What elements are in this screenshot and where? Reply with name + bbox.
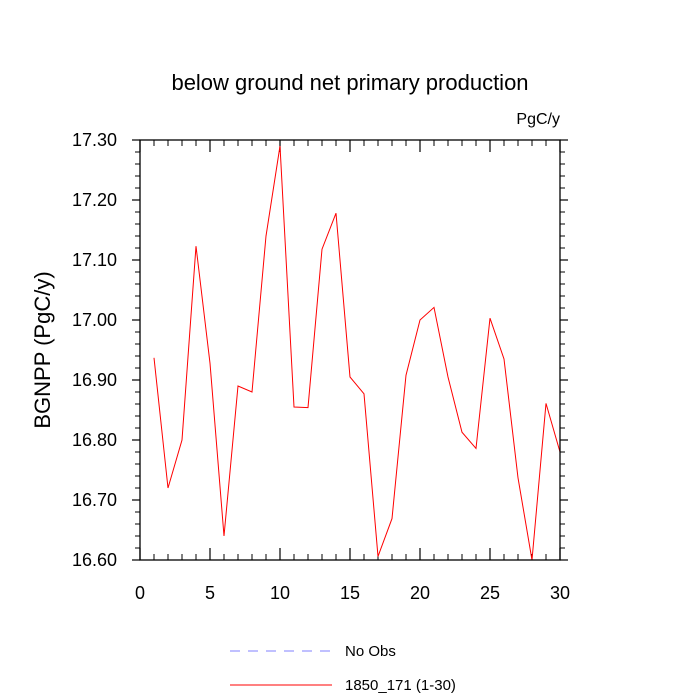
y-tick-label: 17.20	[72, 190, 117, 210]
series-line	[153, 145, 561, 561]
y-tick-label: 16.90	[72, 370, 117, 390]
plot-frame	[139, 139, 561, 561]
data-point	[363, 393, 364, 394]
plot-series	[153, 145, 561, 561]
data-point	[153, 357, 154, 358]
data-point	[391, 518, 392, 519]
axis-ticks	[132, 139, 568, 561]
data-point	[433, 307, 434, 308]
data-point	[447, 376, 448, 377]
x-tick-label: 30	[550, 583, 570, 603]
x-tick-label: 0	[135, 583, 145, 603]
data-point	[489, 318, 490, 319]
data-point	[419, 319, 420, 320]
data-point	[307, 407, 308, 408]
data-point	[265, 235, 266, 236]
data-point	[279, 145, 280, 146]
data-point	[349, 376, 350, 377]
legend-label: No Obs	[345, 643, 396, 660]
data-point	[167, 487, 168, 488]
data-point	[377, 556, 378, 557]
y-tick-label: 16.70	[72, 490, 117, 510]
x-tick-label: 10	[270, 583, 290, 603]
y-tick-label: 16.80	[72, 430, 117, 450]
data-point	[237, 385, 238, 386]
y-tick-label: 16.60	[72, 550, 117, 570]
x-tick-label: 20	[410, 583, 430, 603]
data-point	[503, 358, 504, 359]
x-tick-label: 25	[480, 583, 500, 603]
data-point	[251, 391, 252, 392]
data-point	[223, 535, 224, 536]
data-point	[545, 403, 546, 404]
x-tick-label: 5	[205, 583, 215, 603]
axis-tick-labels: 0 5 10 15 20 25 30 16.60 16.70 16.80 16.90 17.00 17.…	[72, 130, 570, 603]
chart-title: below ground net primary production	[171, 70, 528, 95]
data-point	[335, 213, 336, 214]
units-label: PgC/y	[516, 111, 560, 128]
legend: No Obs 1850_171 (1-30)	[230, 643, 456, 694]
data-point	[293, 406, 294, 407]
x-tick-label: 15	[340, 583, 360, 603]
y-tick-label: 17.00	[72, 310, 117, 330]
legend-label: 1850_171 (1-30)	[345, 677, 456, 694]
y-tick-label: 17.30	[72, 130, 117, 150]
data-point	[181, 439, 182, 440]
data-point	[461, 432, 462, 433]
data-point	[209, 363, 210, 364]
data-point	[321, 249, 322, 250]
data-point	[517, 477, 518, 478]
data-point	[195, 246, 196, 247]
y-tick-label: 17.10	[72, 250, 117, 270]
data-point	[405, 375, 406, 376]
data-point	[475, 448, 476, 449]
y-axis-label: BGNPP (PgC/y)	[30, 271, 55, 428]
